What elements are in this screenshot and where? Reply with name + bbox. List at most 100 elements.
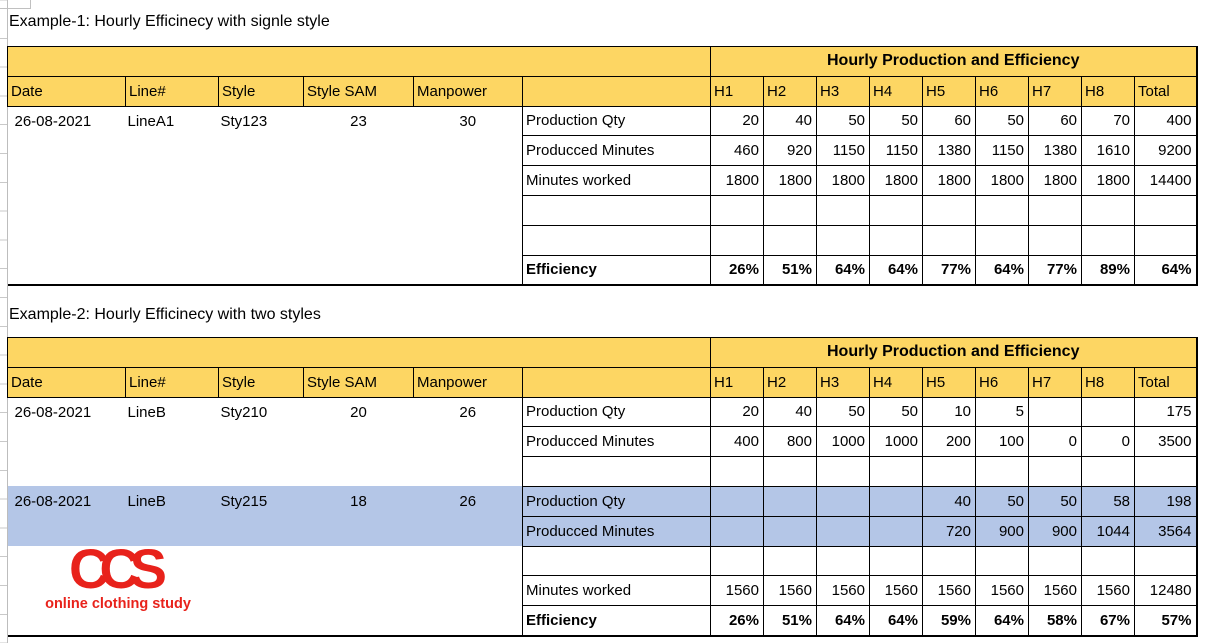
value-cell[interactable]	[975, 456, 1029, 487]
value-cell[interactable]	[1028, 456, 1082, 487]
value-cell[interactable]: 1800	[975, 165, 1029, 196]
info-cell[interactable]	[7, 516, 126, 547]
info-cell[interactable]: LineB	[125, 486, 219, 517]
column-header-manpower[interactable]: Manpower	[413, 366, 523, 398]
value-cell[interactable]: 1560	[710, 575, 764, 607]
value-cell[interactable]	[1134, 456, 1198, 487]
value-cell[interactable]: 900	[1028, 515, 1082, 547]
metric-label[interactable]	[522, 194, 711, 226]
value-cell[interactable]: 64%	[869, 254, 923, 287]
value-cell[interactable]	[710, 456, 764, 487]
info-cell[interactable]: 26-08-2021	[7, 486, 126, 517]
value-cell[interactable]	[975, 545, 1029, 577]
value-cell[interactable]: 60	[922, 105, 976, 137]
group-header[interactable]: Hourly Production and Efficiency	[710, 337, 1198, 368]
value-cell[interactable]: 1560	[1028, 575, 1082, 607]
value-cell[interactable]	[763, 515, 817, 547]
info-cell[interactable]: 30	[459, 112, 477, 130]
column-header-spacer[interactable]	[522, 366, 711, 398]
value-cell[interactable]: 1800	[869, 165, 923, 196]
column-header-date[interactable]: Date	[7, 366, 126, 398]
value-cell[interactable]: 900	[975, 515, 1029, 547]
column-header-h2[interactable]: H2	[763, 75, 817, 107]
column-header-h7[interactable]: H7	[1028, 75, 1082, 107]
info-cell[interactable]: LineA1	[127, 112, 175, 130]
value-cell[interactable]: 64%	[1134, 254, 1198, 287]
value-cell[interactable]: 20	[710, 105, 764, 137]
value-cell[interactable]: 1800	[922, 165, 976, 196]
info-cell[interactable]	[7, 605, 126, 637]
value-cell[interactable]: 400	[710, 426, 764, 458]
info-cell[interactable]: LineB	[127, 403, 166, 421]
value-cell[interactable]: 1800	[710, 165, 764, 196]
column-header-style[interactable]: Style	[218, 75, 304, 107]
value-cell[interactable]: 10	[922, 396, 976, 428]
value-cell[interactable]: 50	[816, 105, 870, 137]
column-header-h2[interactable]: H2	[763, 366, 817, 398]
info-cell[interactable]	[413, 255, 523, 287]
value-cell[interactable]: 20	[710, 396, 764, 428]
info-cell[interactable]	[8, 457, 126, 487]
value-cell[interactable]: 50	[869, 396, 923, 428]
value-cell[interactable]: 89%	[1081, 254, 1135, 287]
value-cell[interactable]	[1134, 224, 1198, 256]
example2-title[interactable]: Example-2: Hourly Efficinecy with two st…	[9, 306, 321, 323]
info-cell[interactable]: 18	[303, 486, 414, 517]
metric-label[interactable]: Efficiency	[522, 605, 711, 637]
value-cell[interactable]	[763, 224, 817, 256]
value-cell[interactable]: 1150	[975, 135, 1029, 167]
value-cell[interactable]	[922, 224, 976, 256]
info-cell[interactable]: Sty210	[220, 403, 268, 421]
value-cell[interactable]: 50	[816, 396, 870, 428]
value-cell[interactable]	[816, 515, 870, 547]
value-cell[interactable]: 1560	[869, 575, 923, 607]
info-cell[interactable]	[125, 605, 219, 637]
value-cell[interactable]	[763, 456, 817, 487]
value-cell[interactable]	[922, 545, 976, 577]
metric-label[interactable]	[522, 224, 711, 256]
metric-label[interactable]: Producced Minutes	[522, 515, 711, 547]
info-cell[interactable]	[304, 166, 414, 196]
metric-label[interactable]: Minutes worked	[522, 575, 711, 607]
value-cell[interactable]: 1000	[816, 426, 870, 458]
info-cell[interactable]	[8, 427, 126, 457]
value-cell[interactable]	[816, 456, 870, 487]
value-cell[interactable]: 460	[710, 135, 764, 167]
info-cell[interactable]	[414, 195, 523, 225]
value-cell[interactable]: 64%	[869, 605, 923, 637]
value-cell[interactable]: 0	[1081, 426, 1135, 458]
value-cell[interactable]: 3564	[1134, 515, 1198, 547]
info-cell[interactable]	[304, 576, 414, 606]
info-cell[interactable]	[414, 136, 523, 166]
value-cell[interactable]	[1081, 396, 1135, 428]
value-cell[interactable]	[869, 485, 923, 517]
value-cell[interactable]: 1000	[869, 426, 923, 458]
value-cell[interactable]	[1028, 224, 1082, 256]
value-cell[interactable]: 64%	[816, 605, 870, 637]
value-cell[interactable]: 1044	[1081, 515, 1135, 547]
value-cell[interactable]	[869, 224, 923, 256]
value-cell[interactable]: 1800	[1081, 165, 1135, 196]
value-cell[interactable]	[869, 545, 923, 577]
value-cell[interactable]	[710, 515, 764, 547]
value-cell[interactable]: 1560	[816, 575, 870, 607]
value-cell[interactable]: 50	[975, 105, 1029, 137]
info-cell[interactable]	[125, 516, 219, 547]
info-cell[interactable]	[219, 166, 304, 196]
value-cell[interactable]	[869, 194, 923, 226]
value-cell[interactable]: 400	[1134, 105, 1198, 137]
column-header-manpower[interactable]: Manpower	[413, 75, 523, 107]
value-cell[interactable]: 1560	[763, 575, 817, 607]
group-header-spacer[interactable]	[7, 337, 711, 368]
value-cell[interactable]: 26%	[710, 254, 764, 287]
value-cell[interactable]	[710, 545, 764, 577]
value-cell[interactable]: 1150	[816, 135, 870, 167]
column-header-h6[interactable]: H6	[975, 75, 1029, 107]
value-cell[interactable]: 1560	[922, 575, 976, 607]
value-cell[interactable]: 800	[763, 426, 817, 458]
value-cell[interactable]: 50	[869, 105, 923, 137]
info-cell[interactable]	[414, 457, 523, 487]
metric-label[interactable]	[522, 456, 711, 487]
value-cell[interactable]: 14400	[1134, 165, 1198, 196]
value-cell[interactable]: 60	[1028, 105, 1082, 137]
